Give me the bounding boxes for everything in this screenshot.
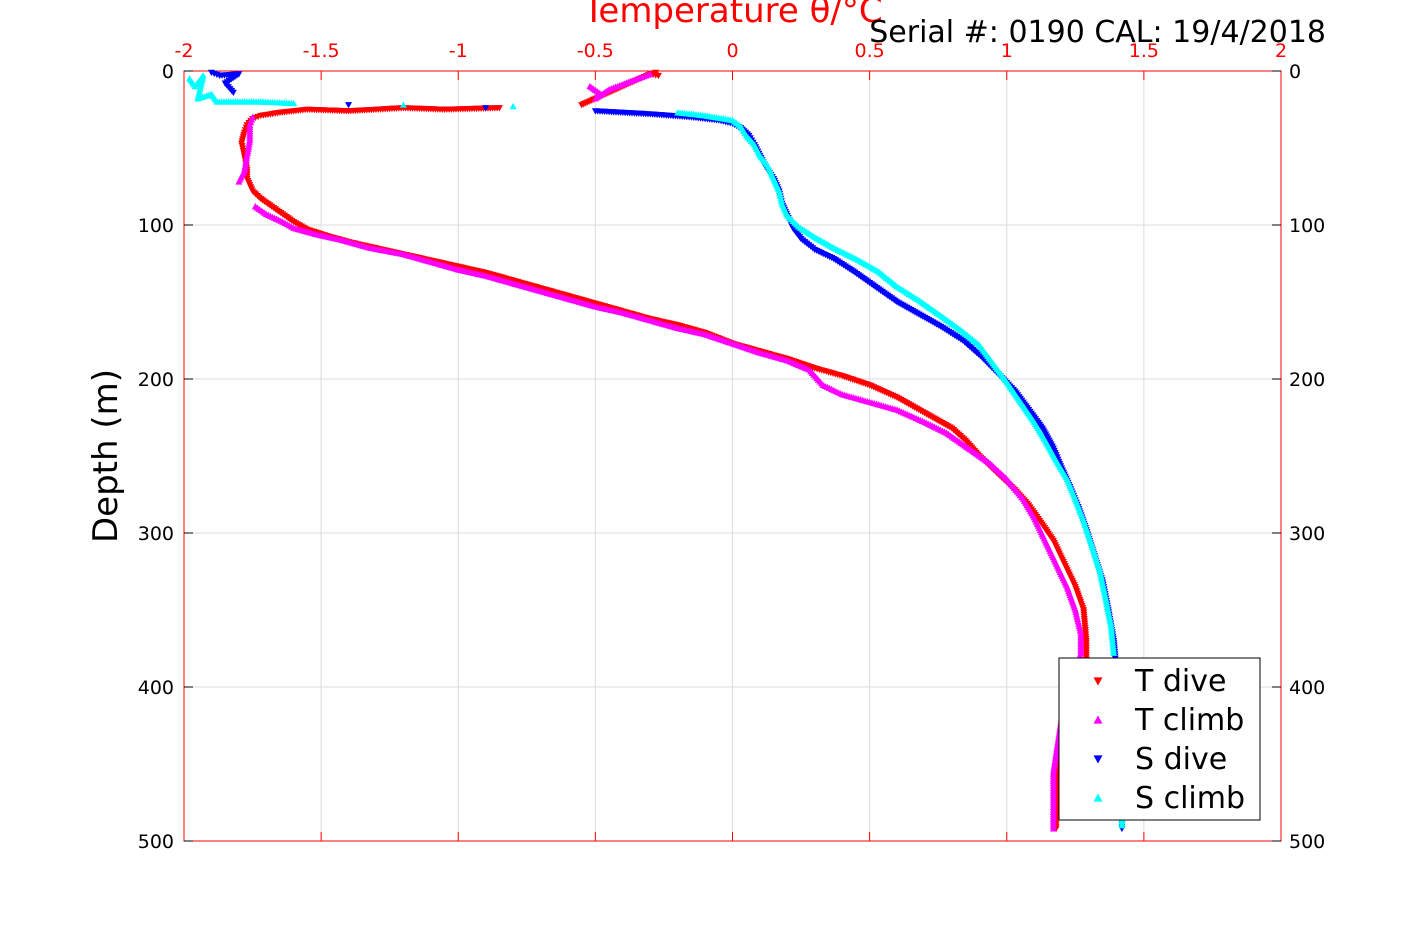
x-tick-label: 0: [726, 40, 738, 62]
x-axis-title: Temperature θ/°C: [582, 0, 882, 31]
series-t-dive: [238, 69, 1090, 833]
data-point: [399, 101, 407, 108]
y-tick-label-left: 200: [138, 369, 174, 391]
y-tick-label-right: 100: [1289, 215, 1325, 237]
x-tick-label: -1.5: [303, 40, 340, 62]
y-tick-label-right: 200: [1289, 369, 1325, 391]
y-tick-label-left: 300: [138, 523, 174, 545]
legend: T dive T climb S dive S climb: [1058, 657, 1261, 821]
legend-label: T climb: [1134, 703, 1244, 738]
data-point: [482, 105, 490, 112]
series-s-climb: [185, 72, 1126, 829]
y-tick-label-left: 0: [162, 61, 174, 83]
legend-label: S climb: [1135, 781, 1245, 816]
y-tick-label-right: 0: [1289, 61, 1301, 83]
y-axis-ticks: 0 0 100 100 200 200 300 300 400 400 500 500: [138, 61, 1326, 853]
data-point: [229, 89, 237, 97]
data-point: [1049, 825, 1057, 832]
data-point: [249, 113, 257, 120]
data-markers: [185, 69, 1126, 833]
data-point: [290, 99, 298, 107]
data-point: [509, 102, 517, 110]
data-point: [345, 102, 353, 109]
data-point: [1110, 649, 1118, 656]
series-s-dive: [207, 69, 1126, 833]
x-tick-label: -0.5: [577, 40, 614, 62]
x-tick-label: -1: [449, 40, 468, 62]
series-t-climb: [235, 70, 1085, 832]
y-tick-label-left: 500: [138, 831, 174, 853]
x-tick-label: 0.5: [855, 40, 885, 62]
y-tick-label-right: 500: [1289, 831, 1325, 853]
data-point: [578, 102, 586, 109]
x-axis-ticks: -2 -1.5 -1 -0.5 0 0.5 1 1.5 2: [175, 40, 1287, 841]
x-tick-label: 1: [1001, 40, 1013, 62]
legend-marker: [1093, 755, 1103, 764]
legend-label: T dive: [1134, 664, 1226, 699]
x-tick-label: -2: [175, 40, 194, 62]
x-tick-label: 1.5: [1129, 40, 1159, 62]
y-tick-label-right: 300: [1289, 523, 1325, 545]
legend-box: [1058, 657, 1261, 821]
data-point: [1118, 822, 1126, 829]
legend-marker: [1093, 715, 1103, 724]
y-axis-title: Depth (m): [86, 369, 126, 543]
legend-marker: [1093, 793, 1103, 802]
x-tick-label: 2: [1275, 40, 1287, 62]
y-tick-label-left: 100: [138, 215, 174, 237]
y-tick-label-right: 400: [1289, 677, 1325, 699]
legend-label: S dive: [1135, 742, 1227, 777]
chart-annotation: Serial #: 0190 CAL: 19/4/2018: [869, 15, 1326, 50]
y-tick-label-left: 400: [138, 677, 174, 699]
legend-marker: [1093, 677, 1103, 686]
data-point: [646, 70, 654, 77]
